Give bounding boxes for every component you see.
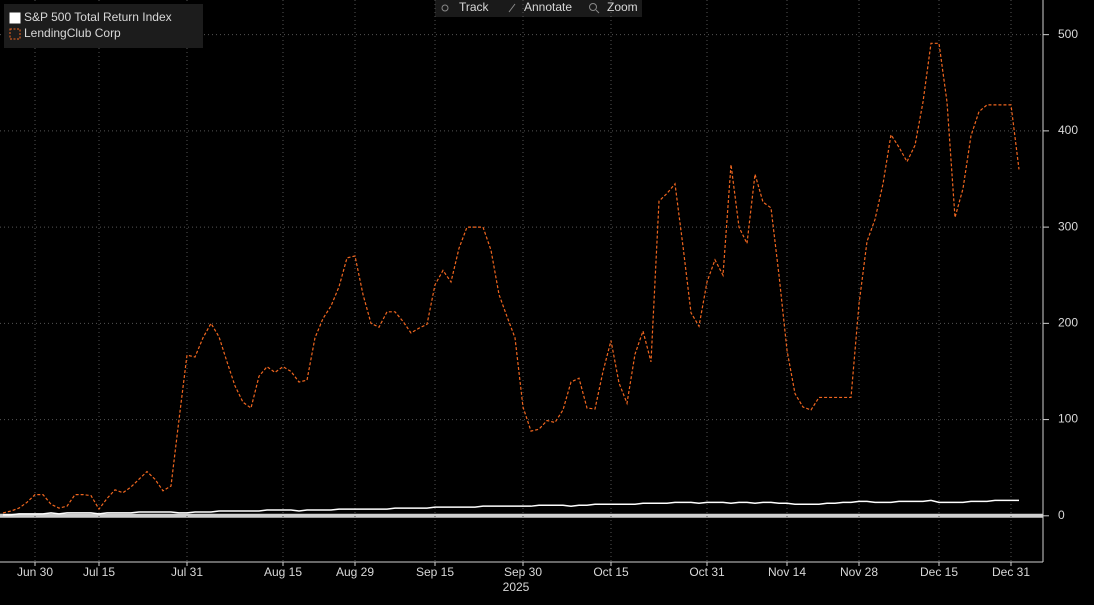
x-tick-label: Nov 14 <box>768 565 806 579</box>
zoom-label[interactable]: Zoom <box>607 0 638 14</box>
x-tick-label: Jul 15 <box>83 565 115 579</box>
zoom-button[interactable]: Zoom <box>589 0 638 14</box>
x-tick-label: Oct 31 <box>689 565 725 579</box>
y-tick-label: 400 <box>1058 123 1078 137</box>
zoom-icon-handle <box>595 9 600 14</box>
y-tick-label: 100 <box>1058 412 1078 426</box>
legend: S&P 500 Total Return Index LendingClub Co… <box>4 4 203 48</box>
y-tick-label: 200 <box>1058 316 1078 330</box>
annotate-button[interactable]: Annotate <box>508 0 572 14</box>
x-tick-label: Nov 28 <box>840 565 878 579</box>
x-tick-label: Dec 15 <box>920 565 958 579</box>
series-line <box>3 499 1019 516</box>
plot <box>0 0 1043 562</box>
y-tick-label: 300 <box>1058 219 1078 233</box>
track-icon <box>441 4 449 12</box>
legend-swatch <box>9 28 21 40</box>
legend-swatch <box>9 12 21 24</box>
x-tick-label: Sep 15 <box>416 565 454 579</box>
x-tick-label: Aug 29 <box>336 565 374 579</box>
x-tick-label: Jul 31 <box>171 565 203 579</box>
x-year-label: 2025 <box>503 580 530 594</box>
track-button[interactable]: Track <box>441 0 490 14</box>
annotate-label[interactable]: Annotate <box>524 0 572 14</box>
x-tick-label: Dec 31 <box>992 565 1030 579</box>
x-tick-label: Jun 30 <box>17 565 53 579</box>
legend-label: S&P 500 Total Return Index <box>24 10 172 24</box>
toolbar: Track Annotate Zoom <box>435 0 642 17</box>
annotate-icon <box>508 3 516 13</box>
y-tick-label: 0 <box>1058 508 1065 522</box>
track-label[interactable]: Track <box>459 0 490 14</box>
legend-bg <box>4 4 203 48</box>
x-tick-label: Oct 15 <box>593 565 629 579</box>
x-tick-label: Aug 15 <box>264 565 302 579</box>
legend-label: LendingClub Corp <box>24 26 121 40</box>
y-tick-label: 500 <box>1058 27 1078 41</box>
zoom-icon <box>589 3 597 11</box>
series-line <box>2 42 1020 514</box>
x-tick-label: Sep 30 <box>504 565 542 579</box>
